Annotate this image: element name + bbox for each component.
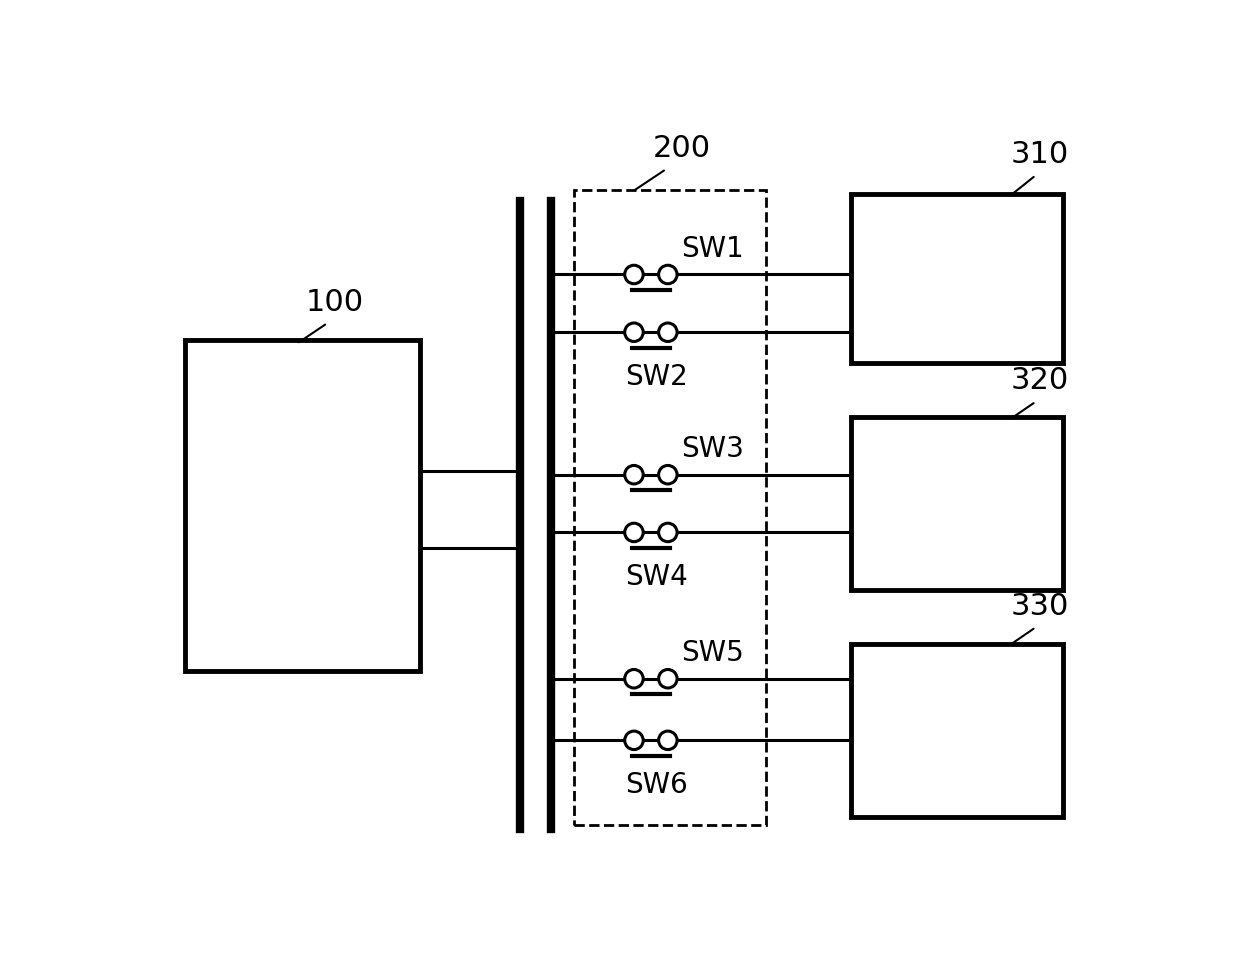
Circle shape — [658, 323, 677, 341]
Circle shape — [658, 265, 677, 284]
Circle shape — [625, 670, 644, 688]
Text: 330: 330 — [1011, 592, 1069, 621]
Circle shape — [625, 731, 644, 749]
Text: 310: 310 — [1011, 140, 1069, 169]
Circle shape — [625, 323, 644, 341]
Text: SW2: SW2 — [625, 363, 687, 391]
Circle shape — [658, 466, 677, 484]
Circle shape — [658, 523, 677, 541]
Circle shape — [625, 466, 644, 484]
Bar — [851, 417, 1063, 590]
Text: 320: 320 — [1011, 366, 1069, 396]
Text: SW1: SW1 — [681, 235, 744, 263]
Bar — [851, 644, 1063, 817]
Bar — [851, 193, 1063, 363]
Circle shape — [658, 731, 677, 749]
Text: SW6: SW6 — [625, 771, 687, 799]
Text: 100: 100 — [306, 288, 365, 317]
Text: SW3: SW3 — [681, 435, 744, 463]
Circle shape — [658, 670, 677, 688]
Text: 200: 200 — [652, 134, 711, 163]
Circle shape — [625, 523, 644, 541]
Text: SW4: SW4 — [625, 563, 687, 591]
Text: SW5: SW5 — [681, 640, 744, 667]
Bar — [185, 340, 420, 671]
Circle shape — [625, 265, 644, 284]
Bar — [574, 190, 766, 825]
